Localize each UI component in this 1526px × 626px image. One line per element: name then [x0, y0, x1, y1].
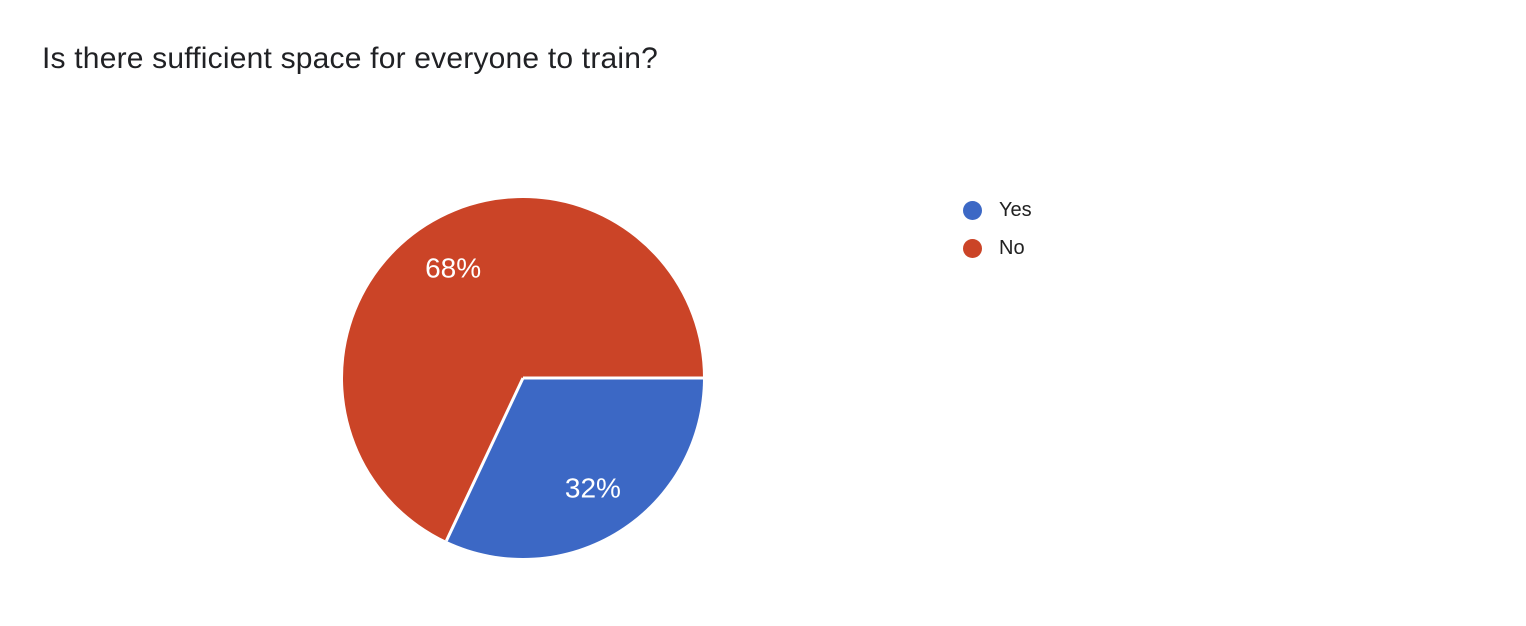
legend-item-yes: Yes	[963, 198, 1032, 223]
slice-percent-label-no: 68%	[425, 252, 481, 283]
legend-swatch-icon	[963, 201, 982, 220]
chart-title: Is there sufficient space for everyone t…	[42, 42, 659, 75]
legend-label: Yes	[999, 199, 1032, 221]
pie-slices	[343, 198, 704, 559]
slice-divider	[445, 377, 525, 542]
pie-slice-yes[interactable]	[446, 378, 704, 559]
chart-legend: Yes No	[963, 198, 1032, 274]
pie-dividers	[445, 376, 703, 542]
legend-item-no: No	[963, 236, 1032, 261]
legend-label: No	[999, 237, 1025, 259]
legend-swatch-icon	[963, 239, 982, 258]
pie-slice-no[interactable]	[343, 198, 703, 541]
pie-labels: 32% 68%	[425, 252, 621, 503]
slice-percent-label-yes: 32%	[565, 473, 621, 504]
